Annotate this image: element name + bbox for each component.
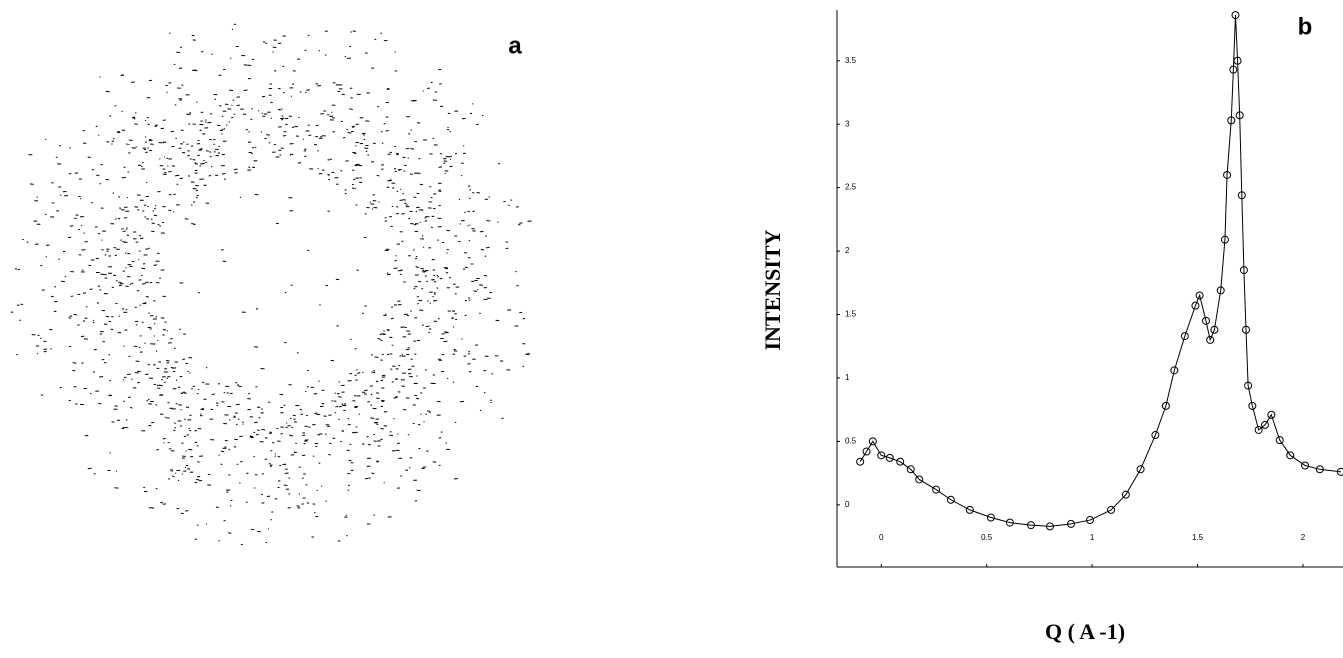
y-tick-label: 0.5: [845, 436, 857, 445]
panel-label: a: [508, 32, 522, 59]
x-axis-label: Q ( A -1): [1045, 619, 1125, 644]
x-tick-label: 0.5: [981, 533, 993, 542]
diffraction-image: [11, 24, 532, 544]
x-tick-label: 0: [879, 533, 884, 542]
y-tick-label: 2.5: [845, 183, 857, 192]
y-axis-label: INTENSITY: [760, 229, 785, 350]
x-tick-label: 1.5: [1192, 533, 1204, 542]
panel-label: b: [1298, 13, 1313, 40]
x-tick-label: 2: [1301, 533, 1306, 542]
y-tick-label: 1.5: [845, 310, 857, 319]
y-tick-label: 3.5: [845, 56, 857, 65]
y-tick-label: 0: [845, 500, 850, 509]
data-line: [860, 15, 1341, 526]
y-tick-label: 2: [845, 246, 850, 255]
x-tick-label: 1: [1090, 533, 1095, 542]
y-tick-label: 3: [845, 119, 850, 128]
y-tick-label: 1: [845, 373, 850, 382]
